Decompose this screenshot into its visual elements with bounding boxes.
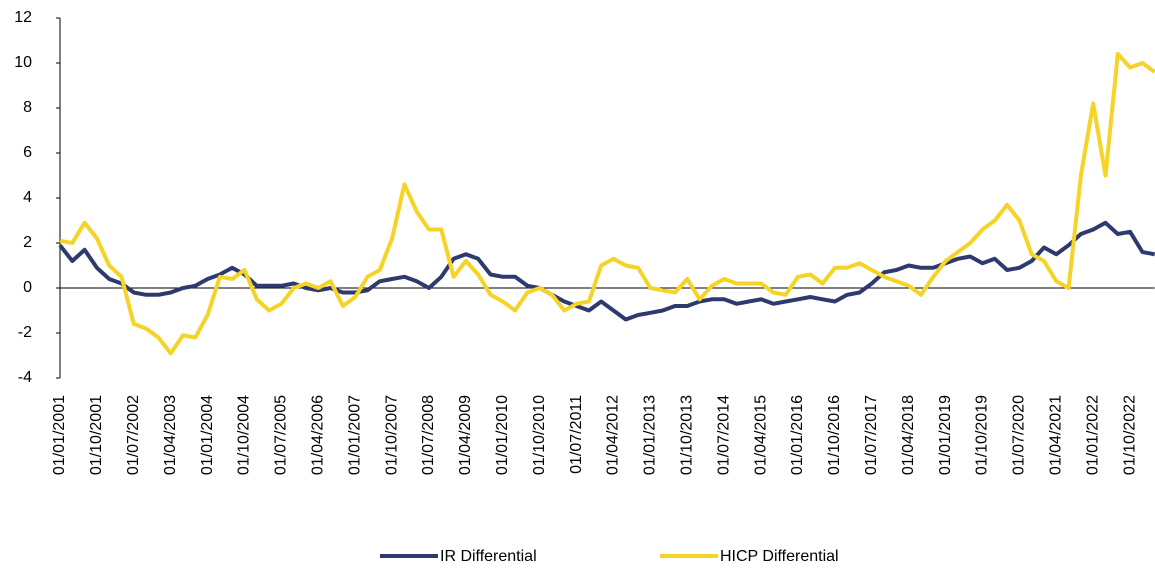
x-tick-label: 01/10/2016	[826, 395, 843, 475]
legend-label: HICP Differential	[720, 548, 839, 565]
x-tick-label: 01/04/2021	[1048, 395, 1065, 475]
x-tick-label: 01/07/2005	[273, 395, 290, 475]
x-tick-label: 01/10/2022	[1121, 395, 1138, 475]
y-tick-label: 0	[23, 279, 32, 296]
x-tick-label: 01/07/2002	[125, 395, 142, 475]
series-line	[59, 52, 1155, 356]
x-tick-label: 01/01/2019	[937, 395, 954, 475]
x-tick-label: 01/04/2015	[752, 395, 769, 475]
y-tick-label: 10	[14, 54, 32, 71]
x-tick-label: 01/07/2020	[1011, 395, 1028, 475]
y-tick-label: 6	[23, 144, 32, 161]
x-tick-label: 01/10/2001	[88, 395, 105, 475]
x-tick-label: 01/01/2010	[494, 395, 511, 475]
x-tick-label: 01/01/2004	[199, 395, 216, 475]
x-tick-label: 01/01/2007	[346, 395, 363, 475]
y-tick-label: -4	[18, 369, 32, 386]
x-tick-label: 01/07/2017	[863, 395, 880, 475]
x-tick-label: 01/10/2013	[679, 395, 696, 475]
x-tick-label: 01/01/2013	[642, 395, 659, 475]
y-tick-label: 8	[23, 99, 32, 116]
x-tick-label: 01/10/2019	[974, 395, 991, 475]
y-tick-label: -2	[18, 324, 32, 341]
x-tick-label: 01/07/2011	[568, 395, 585, 474]
x-tick-label: 01/04/2012	[605, 395, 622, 475]
x-tick-label: 01/07/2014	[715, 395, 732, 475]
x-tick-label: 01/01/2016	[789, 395, 806, 475]
x-tick-label: 01/01/2022	[1084, 395, 1101, 475]
x-tick-label: 01/01/2001	[51, 395, 68, 475]
y-tick-label: 12	[14, 9, 32, 26]
series-line	[58, 220, 1155, 322]
x-tick-label: 01/10/2004	[236, 395, 253, 475]
legend-label: IR Differential	[440, 548, 537, 565]
y-tick-label: 2	[23, 234, 32, 251]
x-tick-label: 01/04/2003	[162, 395, 179, 475]
x-tick-label: 01/04/2009	[457, 395, 474, 475]
x-tick-label: 01/04/2006	[310, 395, 327, 475]
y-tick-label: 4	[23, 189, 32, 206]
x-tick-label: 01/10/2010	[531, 395, 548, 475]
x-tick-label: 01/07/2008	[420, 395, 437, 475]
x-tick-label: 01/04/2018	[900, 395, 917, 475]
x-tick-label: 01/10/2007	[383, 395, 400, 475]
